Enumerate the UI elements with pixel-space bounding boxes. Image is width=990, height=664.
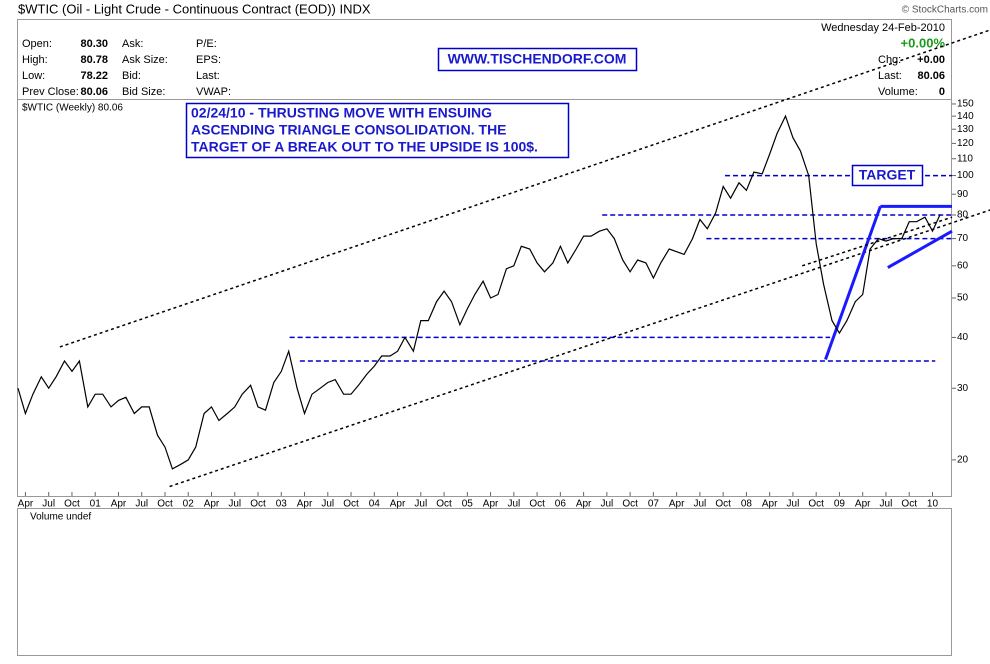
field-value: 80.78: [80, 54, 108, 66]
x-tick-label: Apr: [576, 499, 592, 510]
volume-label: Volume undef: [30, 512, 91, 523]
x-tick-label: 05: [462, 499, 474, 510]
y-tick-label: 20: [957, 455, 969, 466]
y-tick-label: 40: [957, 332, 969, 343]
field-label: Open:: [22, 38, 52, 50]
y-tick-label: 100: [957, 170, 974, 181]
field-label: Low:: [22, 70, 45, 82]
banner-box: [437, 47, 638, 72]
x-tick-label: Jul: [321, 499, 334, 510]
target-box: [851, 164, 924, 187]
x-tick-label: Apr: [297, 499, 313, 510]
note-line: ASCENDING TRIANGLE CONSOLIDATION. THE: [191, 122, 507, 138]
source: © StockCharts.com: [902, 5, 988, 16]
y-tick-label: 60: [957, 260, 969, 271]
trend-line: [824, 205, 882, 361]
trend-line: [887, 229, 953, 269]
y-tick-label: 150: [957, 99, 974, 110]
field-value: 0: [939, 86, 945, 98]
x-tick-label: Apr: [111, 499, 127, 510]
field-label: P/E:: [196, 38, 217, 50]
x-tick-label: Jul: [228, 499, 241, 510]
x-tick-label: Apr: [390, 499, 406, 510]
x-tick-label: Jul: [787, 499, 800, 510]
x-tick-label: Apr: [855, 499, 871, 510]
x-tick-label: 02: [183, 499, 195, 510]
y-tick-label: 110: [957, 153, 973, 164]
change-pct: +0.00%: [901, 35, 946, 50]
x-tick-label: 01: [90, 499, 102, 510]
x-tick-label: Jul: [880, 499, 893, 510]
x-tick-label: Apr: [483, 499, 499, 510]
x-tick-label: Jul: [507, 499, 520, 510]
y-tick-label: 70: [957, 233, 969, 244]
field-label: Prev Close:: [22, 86, 79, 98]
y-tick-label: 90: [957, 189, 969, 200]
x-tick-label: 04: [369, 499, 381, 510]
y-tick-label: 120: [957, 138, 974, 149]
field-label: Last:: [196, 70, 220, 82]
x-tick-label: 06: [555, 499, 567, 510]
x-tick-label: Oct: [529, 499, 545, 510]
x-tick-label: Jul: [42, 499, 55, 510]
trend-line: [801, 216, 953, 267]
price-line: [17, 114, 941, 470]
x-tick-label: Jul: [135, 499, 148, 510]
y-tick-label: 80: [957, 210, 969, 221]
x-tick-label: 08: [741, 499, 753, 510]
title: $WTIC (Oil - Light Crude - Continuous Co…: [18, 1, 371, 16]
field-value: 80.06: [80, 86, 108, 98]
note-box: [185, 102, 570, 159]
x-tick-label: 03: [276, 499, 288, 510]
x-tick-label: Oct: [343, 499, 359, 510]
volume-panel: [17, 508, 952, 656]
x-tick-label: Apr: [669, 499, 685, 510]
x-tick-label: Apr: [18, 499, 34, 510]
field-label: EPS:: [196, 54, 221, 66]
field-label: Bid:: [122, 70, 141, 82]
field-label: High:: [22, 54, 48, 66]
trend-line: [59, 29, 990, 348]
x-tick-label: Jul: [600, 499, 613, 510]
note-line: 02/24/10 - THRUSTING MOVE WITH ENSUING: [191, 105, 492, 121]
plot-frame: [17, 99, 952, 497]
date: Wednesday 24-Feb-2010: [821, 22, 945, 34]
note-line: TARGET OF A BREAK OUT TO THE UPSIDE IS 1…: [191, 139, 538, 155]
x-tick-label: Oct: [715, 499, 731, 510]
x-tick-label: Oct: [250, 499, 266, 510]
field-value: +0.00: [917, 54, 945, 66]
x-tick-label: Jul: [693, 499, 706, 510]
field-label: Volume:: [878, 86, 918, 98]
y-tick-label: 140: [957, 111, 974, 122]
x-tick-label: Oct: [808, 499, 824, 510]
x-tick-label: 09: [834, 499, 846, 510]
x-tick-label: Oct: [622, 499, 638, 510]
field-label: Ask Size:: [122, 54, 168, 66]
field-value: 80.06: [917, 70, 945, 82]
y-tick-label: 50: [957, 293, 969, 304]
y-tick-label: 130: [957, 124, 974, 135]
x-tick-label: Oct: [436, 499, 452, 510]
banner: WWW.TISCHENDORF.COM: [448, 51, 627, 67]
x-tick-label: Oct: [901, 499, 917, 510]
field-value: 80.30: [80, 38, 108, 50]
field-label: Bid Size:: [122, 86, 165, 98]
x-tick-label: Apr: [204, 499, 220, 510]
field-label: Ask:: [122, 38, 143, 50]
field-label: VWAP:: [196, 86, 231, 98]
x-tick-label: 10: [927, 499, 939, 510]
x-tick-label: 07: [648, 499, 660, 510]
x-tick-label: Oct: [64, 499, 80, 510]
legend: $WTIC (Weekly) 80.06: [22, 103, 123, 114]
y-tick-label: 30: [957, 383, 969, 394]
x-tick-label: Jul: [414, 499, 427, 510]
target-label: TARGET: [859, 167, 916, 183]
field-value: 78.22: [80, 70, 108, 82]
field-label: Last:: [878, 70, 902, 82]
x-tick-label: Apr: [762, 499, 778, 510]
trend-line: [169, 209, 990, 488]
x-tick-label: Oct: [157, 499, 173, 510]
